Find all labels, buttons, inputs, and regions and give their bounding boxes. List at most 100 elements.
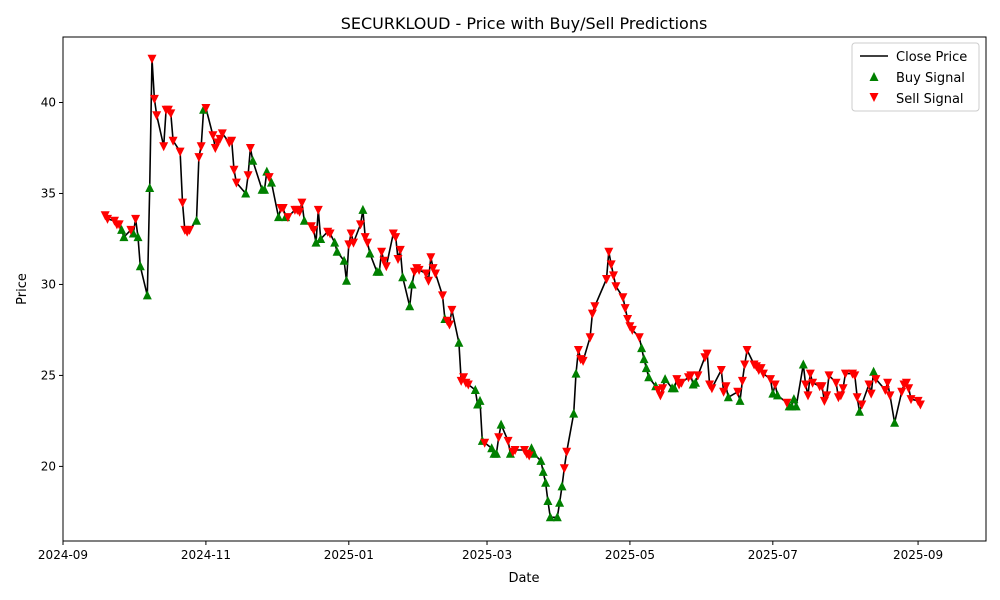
buy-signal-point — [274, 212, 283, 222]
buy-signal-point — [260, 184, 269, 194]
sell-signal-point — [838, 384, 848, 394]
sell-signal-point — [447, 305, 457, 315]
sell-signal-point — [817, 382, 827, 392]
buy-signal-point — [538, 466, 548, 476]
buy-signal-point — [241, 188, 251, 198]
buy-signal-point — [660, 374, 670, 384]
sell-signal-point — [866, 389, 876, 399]
sell-signal-point — [733, 387, 743, 397]
sell-signal-point — [618, 293, 628, 303]
sell-signal-point — [906, 395, 916, 405]
sell-signal-point — [702, 349, 712, 359]
buy-signal-point — [248, 155, 258, 165]
sell-signal-point — [393, 255, 403, 264]
buy-signal-point — [332, 246, 342, 256]
buy-signal-point — [644, 372, 654, 382]
sell-signal-point — [360, 233, 370, 243]
plot-frame — [62, 36, 987, 542]
sell-signal-point — [428, 264, 438, 274]
sell-signal-point — [901, 378, 911, 388]
sell-signal-point — [864, 380, 874, 390]
sell-signal-point — [278, 204, 288, 213]
close-price-line — [104, 58, 922, 519]
x-axis: 2024-09 2024-11 2025-01 2025-03 2025-05 2025-… — [38, 541, 943, 562]
sell-signal-point — [606, 260, 616, 270]
buy-signal-point — [545, 512, 555, 522]
sell-signal-point — [175, 147, 185, 157]
buy-signal-point — [669, 383, 679, 393]
buy-signal-point — [571, 368, 581, 378]
buy-signal-point — [374, 266, 384, 276]
sell-signal-point — [883, 378, 893, 388]
sell-signal-point — [822, 391, 832, 401]
sell-signal-point — [559, 464, 569, 474]
sell-signal-point — [229, 165, 239, 175]
y-tick-label: 20 — [41, 459, 56, 473]
sell-signal-point — [264, 173, 274, 183]
sell-signal-point — [808, 378, 818, 388]
sell-signal-point — [897, 387, 907, 397]
sell-signal-point — [185, 225, 194, 235]
buy-signal-point — [330, 237, 340, 247]
sell-signal-point — [414, 265, 424, 275]
sell-signal-point — [297, 198, 307, 208]
sell-signal-point — [149, 94, 159, 104]
sell-signal-point — [313, 205, 323, 215]
sell-signal-point — [480, 438, 490, 448]
sell-signal-point — [602, 275, 611, 284]
sell-signal-point — [494, 433, 504, 443]
buy-signal-point — [117, 224, 127, 234]
sell-signal-point — [770, 380, 780, 390]
buy-signal-point — [552, 512, 562, 522]
legend-sell-label: Sell Signal — [896, 92, 964, 107]
sell-signal-point — [391, 233, 401, 243]
buy-signal-point — [365, 248, 375, 258]
buy-signal-point — [407, 279, 417, 289]
sell-signal-point — [178, 198, 187, 208]
sell-signal-point — [431, 269, 440, 279]
sell-signal-point — [377, 247, 387, 257]
buy-signal-point — [789, 394, 799, 404]
sell-signal-point — [737, 376, 747, 386]
sell-signal-point — [231, 178, 241, 188]
sell-signal-point — [421, 269, 431, 279]
sell-signal-point — [201, 104, 211, 113]
sell-signal-point — [379, 256, 389, 266]
sell-signal-point — [904, 384, 914, 394]
x-tick-label: 2025-05 — [605, 548, 655, 562]
sell-signal-point — [459, 373, 469, 383]
buy-signal-point — [398, 272, 408, 282]
buy-signal-point — [569, 408, 579, 418]
sell-signal-point — [283, 213, 293, 223]
sell-signal-point — [885, 391, 895, 401]
buy-signal-point — [358, 204, 368, 214]
sell-signal-point — [426, 253, 436, 263]
sell-signal-point — [524, 451, 534, 461]
buy-signal-point — [145, 183, 155, 192]
buy-signal-point — [342, 275, 351, 285]
sell-signal-point — [131, 214, 141, 224]
buy-signal-point — [311, 237, 321, 247]
y-axis: 20 25 30 35 40 — [41, 96, 63, 473]
sell-signal-point — [658, 384, 668, 394]
sell-signal-point — [604, 247, 614, 257]
sell-signal-point — [573, 346, 583, 355]
sell-signal-point — [707, 384, 717, 394]
sell-signal-point — [309, 225, 319, 235]
sell-signal-point — [782, 398, 792, 408]
sell-signal-point — [634, 333, 644, 343]
sell-signal-point — [756, 364, 766, 374]
buy-signal-point — [723, 392, 733, 402]
buy-signal-point — [543, 496, 553, 505]
sell-signal-point — [424, 276, 433, 286]
sell-signal-point — [611, 282, 621, 292]
sell-signal-point — [824, 371, 834, 381]
x-axis-title: Date — [508, 571, 539, 586]
sell-signal-point — [716, 366, 726, 375]
buy-signal-point — [339, 255, 349, 265]
sell-signal-point — [438, 291, 447, 301]
buy-signal-point — [470, 385, 480, 394]
buy-signal-point — [475, 395, 485, 405]
x-tick-label: 2024-11 — [181, 548, 231, 562]
